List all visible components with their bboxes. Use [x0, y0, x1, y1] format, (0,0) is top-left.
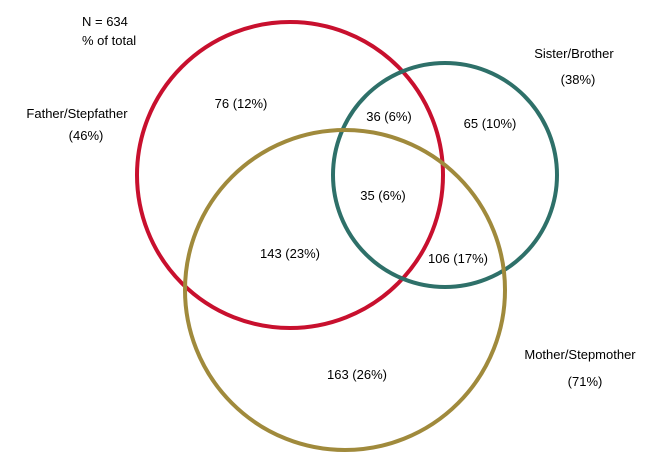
region-mother-only: 163 (26%) [327, 367, 387, 382]
set-share-sibling: (38%) [561, 72, 596, 87]
unit-label: % of total [82, 33, 136, 48]
set-name-sibling: Sister/Brother [534, 46, 614, 61]
region-all-three: 35 (6%) [360, 188, 406, 203]
set-name-mother: Mother/Stepmother [524, 347, 636, 362]
set-share-father: (46%) [69, 128, 104, 143]
n-label: N = 634 [82, 14, 128, 29]
region-sibling-only: 65 (10%) [464, 116, 517, 131]
region-father-sibling: 36 (6%) [366, 109, 412, 124]
region-sibling-mother: 106 (17%) [428, 251, 488, 266]
circle-mother [183, 128, 507, 452]
circle-father [135, 20, 445, 330]
region-father-only: 76 (12%) [215, 96, 268, 111]
set-share-mother: (71%) [568, 374, 603, 389]
region-father-mother: 143 (23%) [260, 246, 320, 261]
circle-sibling [331, 61, 559, 289]
set-name-father: Father/Stepfather [26, 106, 128, 121]
